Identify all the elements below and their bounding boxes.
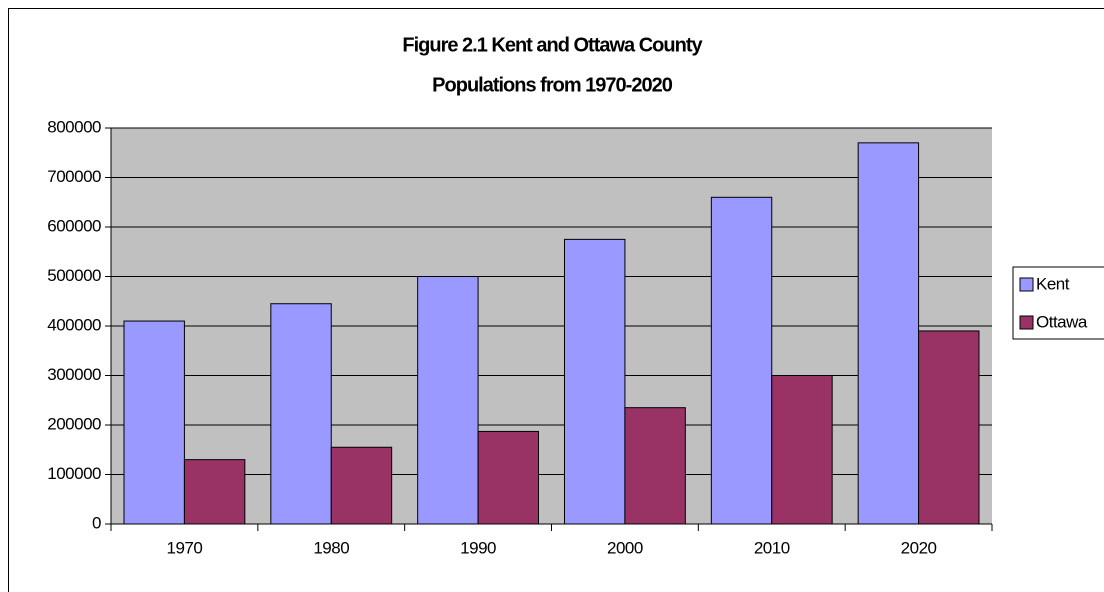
chart-title: Figure 2.1 Kent and Ottawa County xyxy=(402,34,703,56)
x-tick-label: 2020 xyxy=(901,538,937,557)
x-tick-label: 1970 xyxy=(167,538,203,557)
y-tick-label: 0 xyxy=(92,513,101,532)
legend-label: Ottawa xyxy=(1036,312,1088,331)
y-tick-label: 200000 xyxy=(47,414,101,433)
legend-swatch xyxy=(1019,277,1034,292)
bar xyxy=(771,375,833,525)
bar xyxy=(477,430,540,525)
legend-label: Kent xyxy=(1036,274,1070,293)
y-tick-label: 300000 xyxy=(47,365,101,384)
bar xyxy=(564,238,626,525)
legend-swatch xyxy=(1019,315,1034,330)
bar xyxy=(857,142,920,525)
bar xyxy=(123,320,185,525)
y-tick-label: 700000 xyxy=(47,167,101,186)
y-tick-label: 100000 xyxy=(47,464,101,483)
bar xyxy=(330,446,393,525)
y-tick-label: 500000 xyxy=(47,266,101,285)
bar xyxy=(918,330,980,525)
bar xyxy=(417,276,479,525)
bar xyxy=(183,459,246,525)
x-tick-label: 1980 xyxy=(313,538,349,557)
bar xyxy=(624,407,686,525)
y-tick-label: 600000 xyxy=(47,216,101,235)
x-tick-label: 2000 xyxy=(607,538,643,557)
y-tick-label: 800000 xyxy=(47,117,101,136)
y-tick-label: 400000 xyxy=(47,315,101,334)
bar xyxy=(270,303,332,525)
bar xyxy=(710,196,773,525)
x-tick-label: 2010 xyxy=(754,538,790,557)
chart-title: Populations from 1970-2020 xyxy=(432,74,673,96)
x-tick-label: 1990 xyxy=(460,538,496,557)
